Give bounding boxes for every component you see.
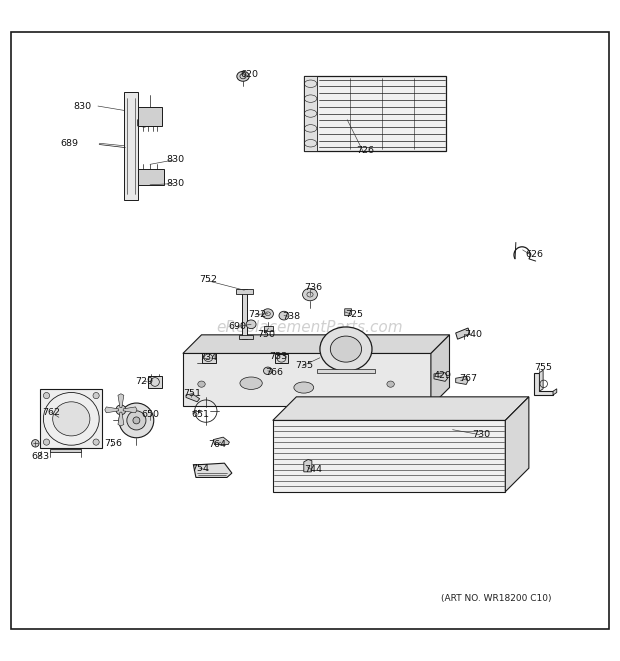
Ellipse shape xyxy=(198,381,205,387)
Polygon shape xyxy=(275,354,288,363)
Polygon shape xyxy=(434,373,448,381)
Text: eReplacementParts.com: eReplacementParts.com xyxy=(216,320,404,335)
Ellipse shape xyxy=(116,405,126,415)
Polygon shape xyxy=(138,120,146,127)
Text: 736: 736 xyxy=(304,283,322,292)
Text: 752: 752 xyxy=(200,275,218,284)
Text: 756: 756 xyxy=(104,439,122,448)
Polygon shape xyxy=(304,76,317,151)
Polygon shape xyxy=(124,92,138,200)
Text: 690: 690 xyxy=(228,323,246,331)
Ellipse shape xyxy=(387,381,394,387)
Polygon shape xyxy=(138,107,162,126)
Text: 762: 762 xyxy=(42,408,60,417)
Polygon shape xyxy=(317,369,375,373)
Text: 735: 735 xyxy=(295,362,313,370)
Ellipse shape xyxy=(119,403,154,438)
Text: 626: 626 xyxy=(526,251,544,259)
Polygon shape xyxy=(242,289,247,338)
Text: 620: 620 xyxy=(241,70,259,79)
Polygon shape xyxy=(118,412,124,426)
Polygon shape xyxy=(534,373,553,395)
Text: 738: 738 xyxy=(282,312,300,321)
Polygon shape xyxy=(304,459,312,472)
Polygon shape xyxy=(40,389,102,448)
Polygon shape xyxy=(183,335,450,354)
Ellipse shape xyxy=(133,417,140,424)
Text: 683: 683 xyxy=(31,453,49,461)
Polygon shape xyxy=(345,309,352,315)
Text: 764: 764 xyxy=(208,440,226,449)
Text: 734: 734 xyxy=(200,353,218,362)
Polygon shape xyxy=(456,376,468,385)
Polygon shape xyxy=(148,376,162,387)
Polygon shape xyxy=(273,397,529,420)
Polygon shape xyxy=(456,328,470,339)
Text: 729: 729 xyxy=(135,377,153,386)
Polygon shape xyxy=(50,449,81,452)
Polygon shape xyxy=(505,397,529,492)
Ellipse shape xyxy=(43,393,50,399)
Polygon shape xyxy=(183,354,431,406)
Ellipse shape xyxy=(127,411,146,430)
Text: 766: 766 xyxy=(265,368,283,377)
Ellipse shape xyxy=(320,327,372,371)
Text: 726: 726 xyxy=(356,146,374,155)
Text: 830: 830 xyxy=(166,155,184,165)
Text: 732: 732 xyxy=(248,310,266,319)
Polygon shape xyxy=(539,370,543,391)
Text: 740: 740 xyxy=(464,330,482,338)
Ellipse shape xyxy=(32,440,39,447)
Text: 730: 730 xyxy=(472,430,490,439)
Ellipse shape xyxy=(264,367,272,375)
Text: 744: 744 xyxy=(304,465,322,474)
Text: 751: 751 xyxy=(184,389,202,398)
Polygon shape xyxy=(553,389,557,395)
Ellipse shape xyxy=(246,320,256,329)
Ellipse shape xyxy=(93,393,99,399)
Polygon shape xyxy=(193,463,232,477)
Polygon shape xyxy=(123,407,137,413)
Text: 767: 767 xyxy=(459,374,477,383)
Text: 830: 830 xyxy=(166,179,184,188)
Polygon shape xyxy=(138,169,164,185)
Polygon shape xyxy=(213,437,229,445)
Polygon shape xyxy=(118,394,124,408)
Ellipse shape xyxy=(330,336,361,362)
Text: 650: 650 xyxy=(141,410,159,418)
Text: (ART NO. WR18200 C10): (ART NO. WR18200 C10) xyxy=(441,594,551,603)
Ellipse shape xyxy=(93,439,99,446)
Text: 754: 754 xyxy=(191,463,209,473)
Polygon shape xyxy=(273,420,505,492)
Ellipse shape xyxy=(303,288,317,301)
Ellipse shape xyxy=(240,377,262,389)
Ellipse shape xyxy=(262,309,273,319)
Ellipse shape xyxy=(237,71,249,81)
Ellipse shape xyxy=(43,439,50,446)
Polygon shape xyxy=(304,76,446,151)
Ellipse shape xyxy=(294,382,314,393)
Text: 429: 429 xyxy=(434,371,452,379)
Text: 689: 689 xyxy=(60,139,78,148)
Polygon shape xyxy=(105,407,118,413)
Polygon shape xyxy=(239,335,253,338)
Ellipse shape xyxy=(53,402,90,436)
Text: 750: 750 xyxy=(257,330,275,338)
Polygon shape xyxy=(186,394,200,402)
Text: 733: 733 xyxy=(270,352,288,361)
Polygon shape xyxy=(431,335,450,406)
Polygon shape xyxy=(236,289,253,294)
Text: 830: 830 xyxy=(74,102,92,110)
Polygon shape xyxy=(264,326,273,330)
Ellipse shape xyxy=(279,311,289,320)
Polygon shape xyxy=(202,353,216,363)
Text: 651: 651 xyxy=(191,410,209,418)
Text: 755: 755 xyxy=(534,363,552,372)
Text: 725: 725 xyxy=(345,310,363,319)
